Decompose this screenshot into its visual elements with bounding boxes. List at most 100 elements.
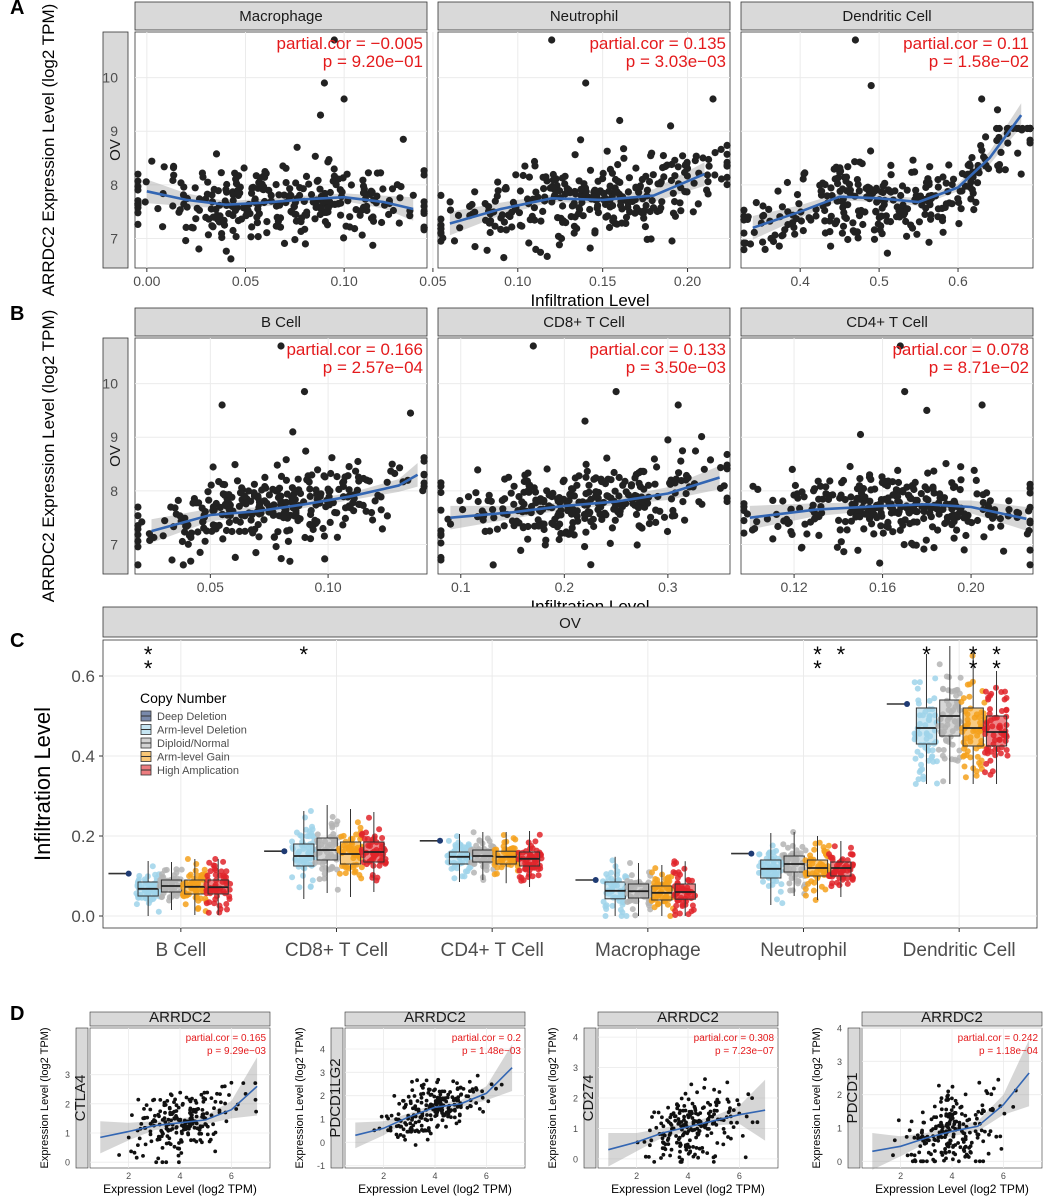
data-point — [784, 208, 792, 216]
data-point-D — [714, 1123, 719, 1127]
jitter-point — [940, 686, 947, 693]
data-point — [671, 198, 679, 206]
data-point — [218, 230, 226, 238]
box — [830, 861, 852, 877]
data-point — [723, 161, 731, 169]
data-point — [799, 227, 807, 235]
y-tick-label-D: 3 — [573, 1063, 578, 1073]
data-point — [774, 187, 782, 195]
data-point — [300, 388, 309, 396]
data-point — [573, 507, 581, 515]
x-tick-label: 0.10 — [331, 273, 358, 289]
data-point-D — [910, 1159, 915, 1164]
data-point-D — [424, 1103, 429, 1108]
data-point — [179, 561, 187, 569]
data-point — [878, 212, 886, 220]
data-point-D — [932, 1104, 937, 1109]
jitter-point — [956, 747, 963, 754]
jitter-point — [651, 904, 658, 911]
data-point — [483, 246, 491, 254]
data-point — [486, 228, 494, 237]
data-point — [591, 493, 599, 501]
data-point-D — [912, 1135, 917, 1140]
data-point — [643, 186, 652, 194]
data-point-D — [142, 1116, 147, 1121]
data-point-D — [166, 1128, 171, 1133]
data-point — [294, 475, 302, 483]
data-point-D — [198, 1138, 203, 1142]
jitter-point — [811, 846, 818, 853]
data-point-D — [990, 1106, 995, 1111]
data-point — [154, 205, 162, 213]
data-point — [601, 200, 610, 208]
data-point — [924, 469, 932, 477]
data-point — [980, 153, 988, 161]
partial-cor-annotation-D: partial.cor = 0.2 — [452, 1033, 522, 1044]
data-point-D — [973, 1159, 978, 1164]
data-point-D — [689, 1082, 694, 1087]
jitter-point — [309, 823, 315, 830]
data-point — [272, 202, 281, 210]
facet-title-D: ARRDC2 — [149, 1009, 211, 1026]
data-point-D — [174, 1125, 179, 1130]
jitter-point — [161, 867, 168, 874]
data-point-D — [429, 1117, 434, 1122]
data-point-D — [943, 1150, 947, 1154]
data-point — [199, 518, 207, 526]
data-point — [582, 473, 590, 481]
jitter-point — [847, 851, 854, 858]
data-point-D — [469, 1104, 473, 1109]
data-point — [640, 485, 648, 493]
data-point — [632, 184, 640, 192]
data-point-D — [153, 1119, 158, 1124]
data-point-D — [949, 1108, 954, 1112]
data-point-D — [708, 1103, 713, 1107]
data-point-D — [662, 1133, 667, 1138]
data-point — [1013, 508, 1021, 516]
data-point — [321, 555, 329, 563]
jitter-point — [605, 874, 612, 881]
data-point — [632, 510, 641, 518]
data-point-D — [743, 1155, 748, 1160]
data-point-D — [194, 1139, 199, 1144]
data-point — [801, 169, 809, 177]
data-point — [913, 508, 921, 516]
data-point — [889, 491, 897, 499]
jitter-point — [945, 687, 952, 694]
legend-entry: High Amplication — [157, 765, 239, 777]
data-point-D — [717, 1090, 722, 1094]
data-point — [395, 219, 403, 227]
data-point-D — [158, 1098, 163, 1102]
data-point-D — [199, 1092, 204, 1097]
data-point — [769, 496, 777, 504]
jitter-point — [675, 869, 682, 876]
data-point — [240, 164, 248, 172]
data-point-D — [691, 1119, 696, 1124]
data-point — [876, 559, 884, 567]
data-point — [856, 430, 865, 439]
data-point-D — [696, 1155, 700, 1160]
data-point — [303, 208, 311, 216]
data-point-D — [444, 1124, 448, 1129]
jitter-point — [293, 829, 300, 836]
data-point-D — [731, 1108, 736, 1112]
facet-title: B Cell — [261, 314, 301, 331]
y-tick-label-D: 1 — [573, 1124, 578, 1134]
data-point-D — [440, 1108, 445, 1112]
data-point-D — [731, 1125, 736, 1129]
y-axis-title-A: ARRDC2 Expression Level (log2 TPM) — [39, 4, 58, 297]
data-point-D — [421, 1091, 426, 1096]
data-point-D — [1011, 1105, 1016, 1109]
data-point — [955, 220, 963, 228]
data-point-D — [205, 1090, 210, 1095]
data-point — [409, 191, 417, 199]
data-point-D — [973, 1121, 977, 1126]
data-point-D — [936, 1138, 941, 1143]
panel-label-B: B — [10, 303, 24, 325]
legend-entry: Deep Deletion — [157, 711, 227, 723]
data-point-D — [426, 1091, 431, 1095]
jitter-point — [794, 878, 801, 885]
data-point-D — [494, 1086, 498, 1091]
data-point — [134, 209, 142, 217]
data-point — [853, 228, 861, 236]
